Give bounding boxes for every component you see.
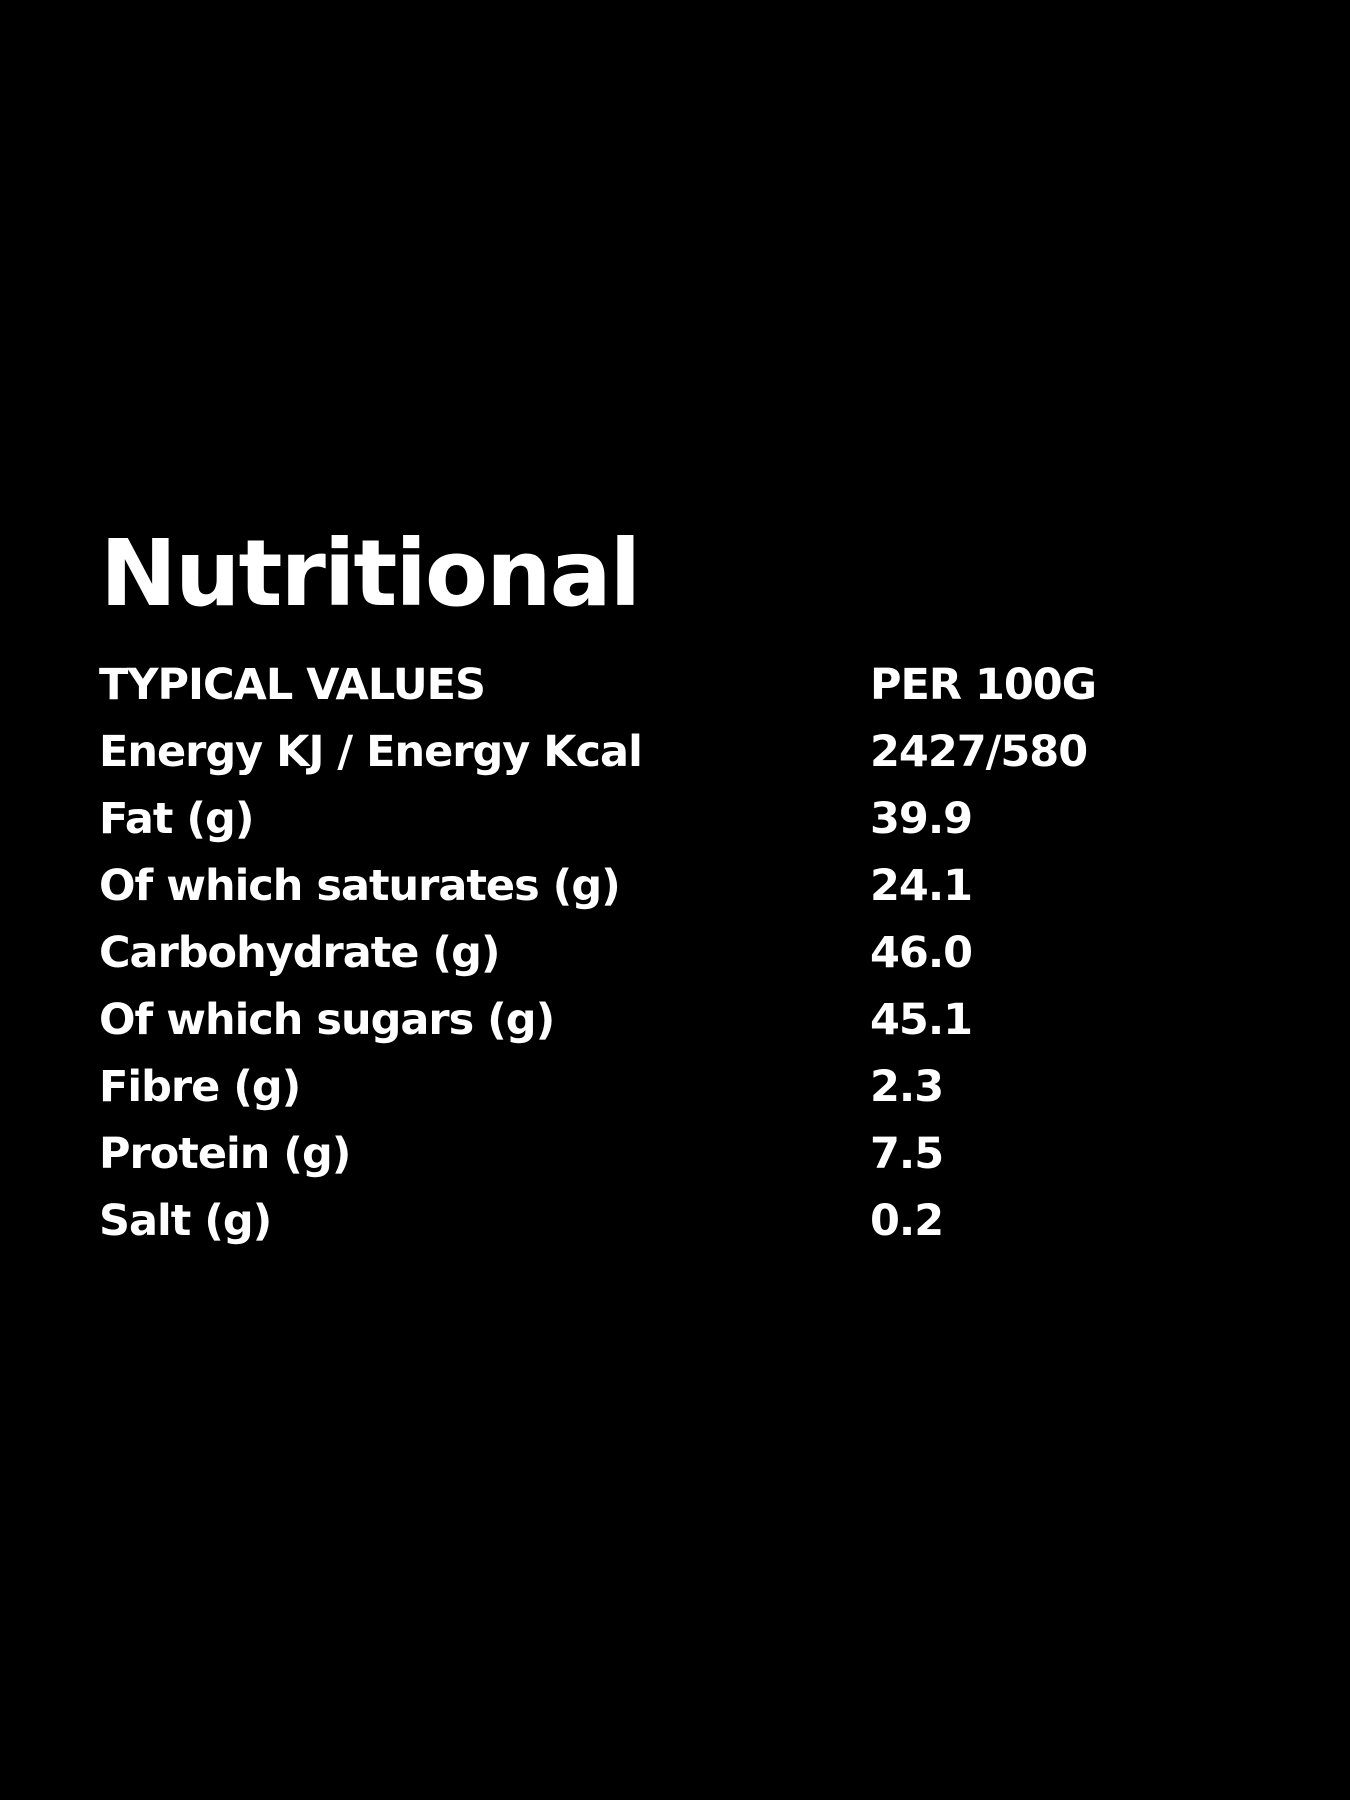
table-row: Salt (g) 0.2 (0, 1191, 1350, 1251)
nutrient-value: 0.2 (870, 1196, 944, 1246)
header-label: TYPICAL VALUES (99, 660, 486, 710)
nutrient-value: 7.5 (870, 1129, 944, 1179)
table-row: Carbohydrate (g) 46.0 (0, 923, 1350, 983)
header-value: PER 100G (870, 660, 1097, 710)
nutrient-label: Fibre (g) (99, 1062, 301, 1112)
nutrient-label: Carbohydrate (g) (99, 928, 501, 978)
nutrient-label: Of which saturates (g) (99, 861, 621, 911)
nutrient-label: Salt (g) (99, 1196, 272, 1246)
nutrient-value: 24.1 (870, 861, 973, 911)
nutrient-value: 2.3 (870, 1062, 944, 1112)
table-row: Of which sugars (g) 45.1 (0, 990, 1350, 1050)
nutrient-value: 39.9 (870, 794, 973, 844)
nutrient-label: Of which sugars (g) (99, 995, 555, 1045)
nutrient-value: 46.0 (870, 928, 973, 978)
table-row: Energy KJ / Energy Kcal 2427/580 (0, 722, 1350, 782)
table-header: TYPICAL VALUES PER 100G (0, 655, 1350, 715)
nutrient-label: Fat (g) (99, 794, 254, 844)
table-row: Protein (g) 7.5 (0, 1124, 1350, 1184)
nutrient-label: Protein (g) (99, 1129, 351, 1179)
nutrient-value: 2427/580 (870, 727, 1088, 777)
table-row: Of which saturates (g) 24.1 (0, 856, 1350, 916)
nutrient-label: Energy KJ / Energy Kcal (99, 727, 643, 777)
table-row: Fat (g) 39.9 (0, 789, 1350, 849)
table-row: Fibre (g) 2.3 (0, 1057, 1350, 1117)
nutrient-value: 45.1 (870, 995, 973, 1045)
title: Nutritional (100, 520, 641, 627)
